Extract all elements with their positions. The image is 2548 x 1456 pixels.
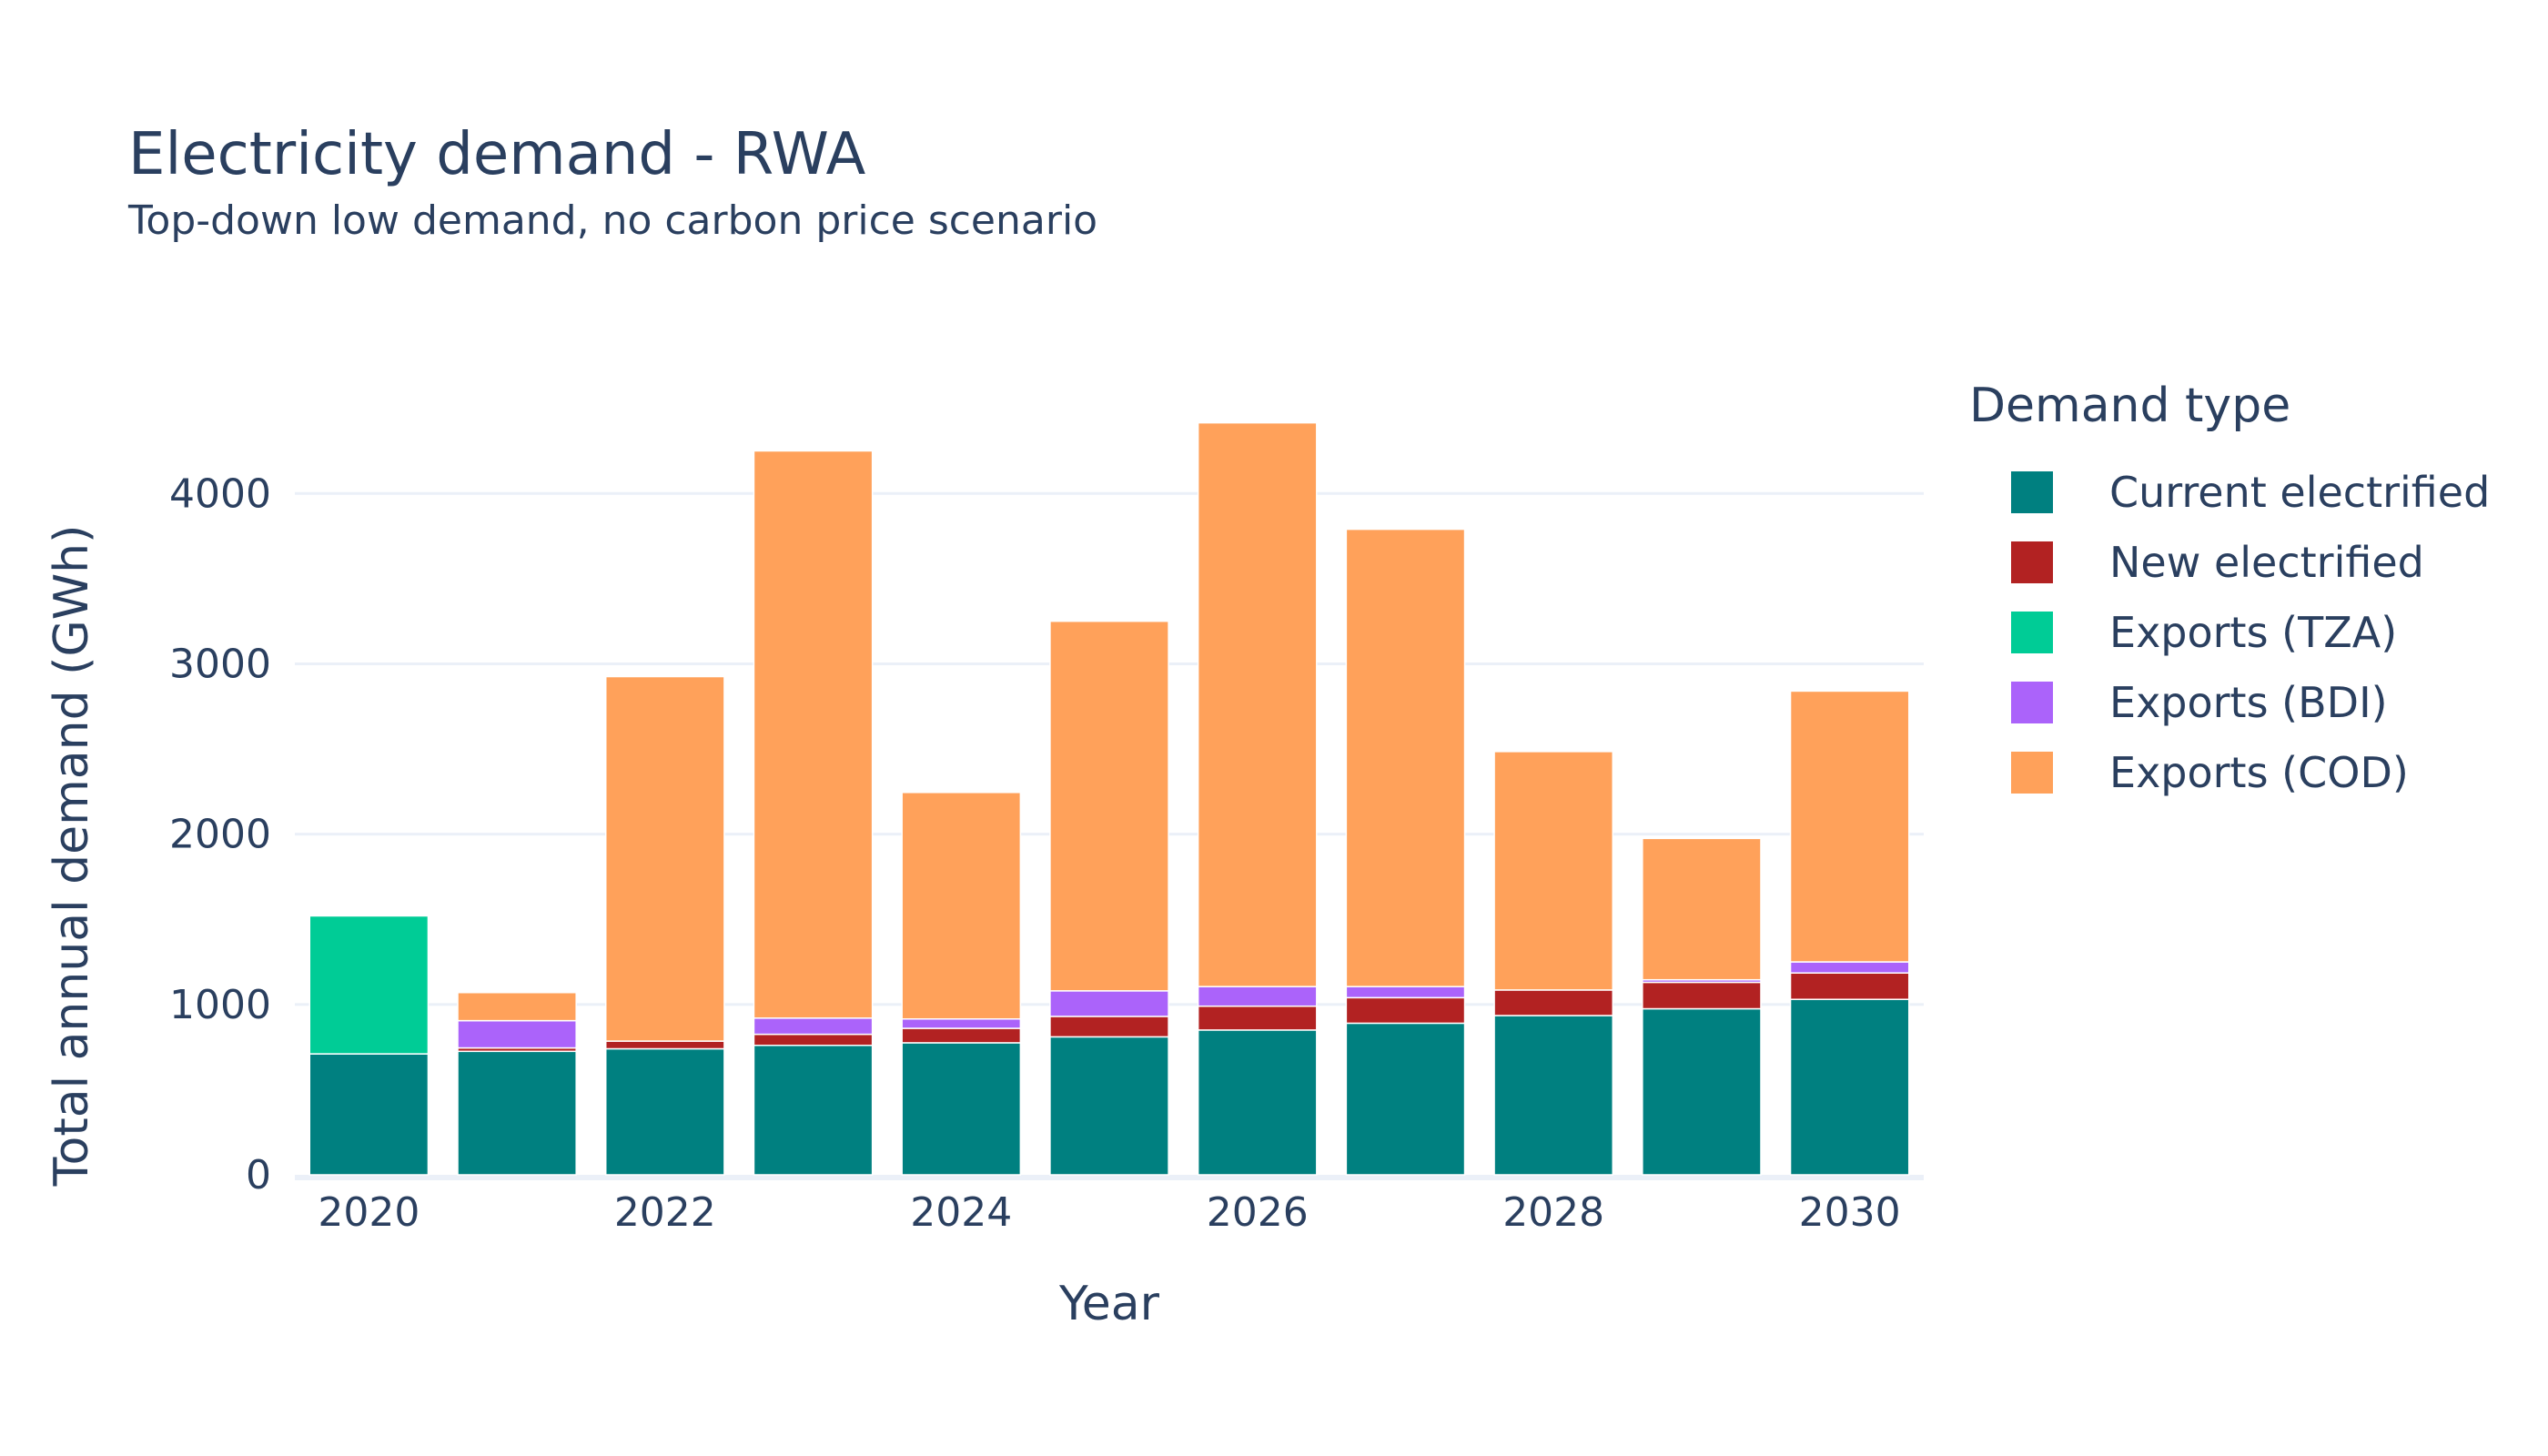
bar-segment[interactable] [753, 1017, 874, 1036]
x-axis-title: Year [1058, 1277, 1160, 1331]
bar-segment[interactable] [1345, 1022, 1466, 1176]
bar-segment[interactable] [901, 1042, 1022, 1176]
legend-swatch [2011, 681, 2053, 723]
bar-segment[interactable] [1789, 998, 1910, 1176]
bar-segment[interactable] [604, 675, 725, 1042]
legend-swatch [2011, 611, 2053, 653]
bar-segment[interactable] [1493, 751, 1614, 991]
legend-items: Current electrified New electrified Export… [1969, 457, 2490, 807]
legend-item[interactable]: Exports (COD) [1969, 737, 2490, 807]
legend-label: Exports (TZA) [2109, 607, 2398, 657]
bar-segment[interactable] [1049, 620, 1169, 992]
bar-segment[interactable] [1197, 1005, 1318, 1031]
bar-segment[interactable] [1345, 528, 1466, 987]
y-tick-label: 0 [246, 1152, 271, 1198]
bar-segment[interactable] [308, 915, 430, 1055]
bar-segment[interactable] [1789, 972, 1910, 1000]
bar-segment[interactable] [1789, 961, 1910, 974]
legend-label: Exports (COD) [2109, 747, 2409, 797]
bar-segment[interactable] [901, 1027, 1022, 1044]
legend-title: Demand type [1969, 379, 2291, 433]
bars [308, 421, 1910, 1176]
bar-segment[interactable] [753, 1033, 874, 1046]
x-tick-label: 2020 [318, 1189, 420, 1236]
bar-segment[interactable] [604, 1040, 725, 1050]
legend: Demand type Current electrified New elect… [1969, 382, 2490, 807]
legend-label: New electrified [2109, 537, 2424, 587]
bar-segment[interactable] [1642, 1007, 1762, 1176]
bar-segment[interactable] [1493, 1015, 1614, 1176]
legend-item[interactable]: New electrified [1969, 527, 2490, 597]
bar-segment[interactable] [1642, 837, 1762, 981]
x-tick-label: 2028 [1502, 1189, 1604, 1236]
bar-segment[interactable] [1049, 990, 1169, 1017]
legend-swatch [2011, 541, 2053, 583]
x-tick-label: 2024 [910, 1189, 1012, 1236]
bar-segment[interactable] [457, 1019, 577, 1049]
legend-label: Exports (BDI) [2109, 677, 2388, 727]
legend-swatch [2011, 470, 2053, 513]
bar-segment[interactable] [1642, 981, 1762, 1010]
bar-segment[interactable] [1345, 986, 1466, 999]
bar-segment[interactable] [604, 1047, 725, 1176]
legend-item[interactable]: Exports (TZA) [1969, 597, 2490, 667]
bar-segment[interactable] [1197, 421, 1318, 987]
bar-segment[interactable] [901, 1017, 1022, 1029]
bar-segment[interactable] [1345, 996, 1466, 1025]
legend-item[interactable]: Exports (BDI) [1969, 667, 2490, 737]
chart-title: Electricity demand - RWA [128, 121, 866, 188]
y-tick-label: 1000 [169, 982, 271, 1028]
x-tick-label: 2026 [1207, 1189, 1309, 1236]
bar-segment[interactable] [457, 1050, 577, 1176]
legend-swatch [2011, 751, 2053, 794]
bar-segment[interactable] [308, 1053, 430, 1176]
legend-label: Current electrified [2109, 467, 2491, 517]
x-tick-label: 2022 [614, 1189, 716, 1236]
bar-segment[interactable] [753, 1044, 874, 1176]
y-axis-title: Total annual demand (GWh) [45, 525, 99, 1188]
bar-segment[interactable] [457, 991, 577, 1022]
bar-segment[interactable] [1049, 1036, 1169, 1176]
legend-item[interactable]: Current electrified [1969, 457, 2490, 527]
bar-segment[interactable] [1789, 690, 1910, 963]
bar-segment[interactable] [1197, 1029, 1318, 1176]
y-tick-label: 3000 [169, 641, 271, 687]
bar-segment[interactable] [901, 792, 1022, 1020]
bar-segment[interactable] [753, 450, 874, 1019]
bar-segment[interactable] [1197, 986, 1318, 1007]
chart-subtitle: Top-down low demand, no carbon price sce… [128, 197, 1098, 244]
bar-segment[interactable] [1493, 989, 1614, 1016]
y-tick-label: 4000 [169, 470, 271, 517]
bar-segment[interactable] [1049, 1016, 1169, 1038]
axes: 0 1000 2000 3000 4000 2020 2022 2024 2026 2028 203… [169, 470, 1901, 1236]
y-tick-label: 2000 [169, 812, 271, 858]
x-tick-label: 2030 [1799, 1189, 1901, 1236]
